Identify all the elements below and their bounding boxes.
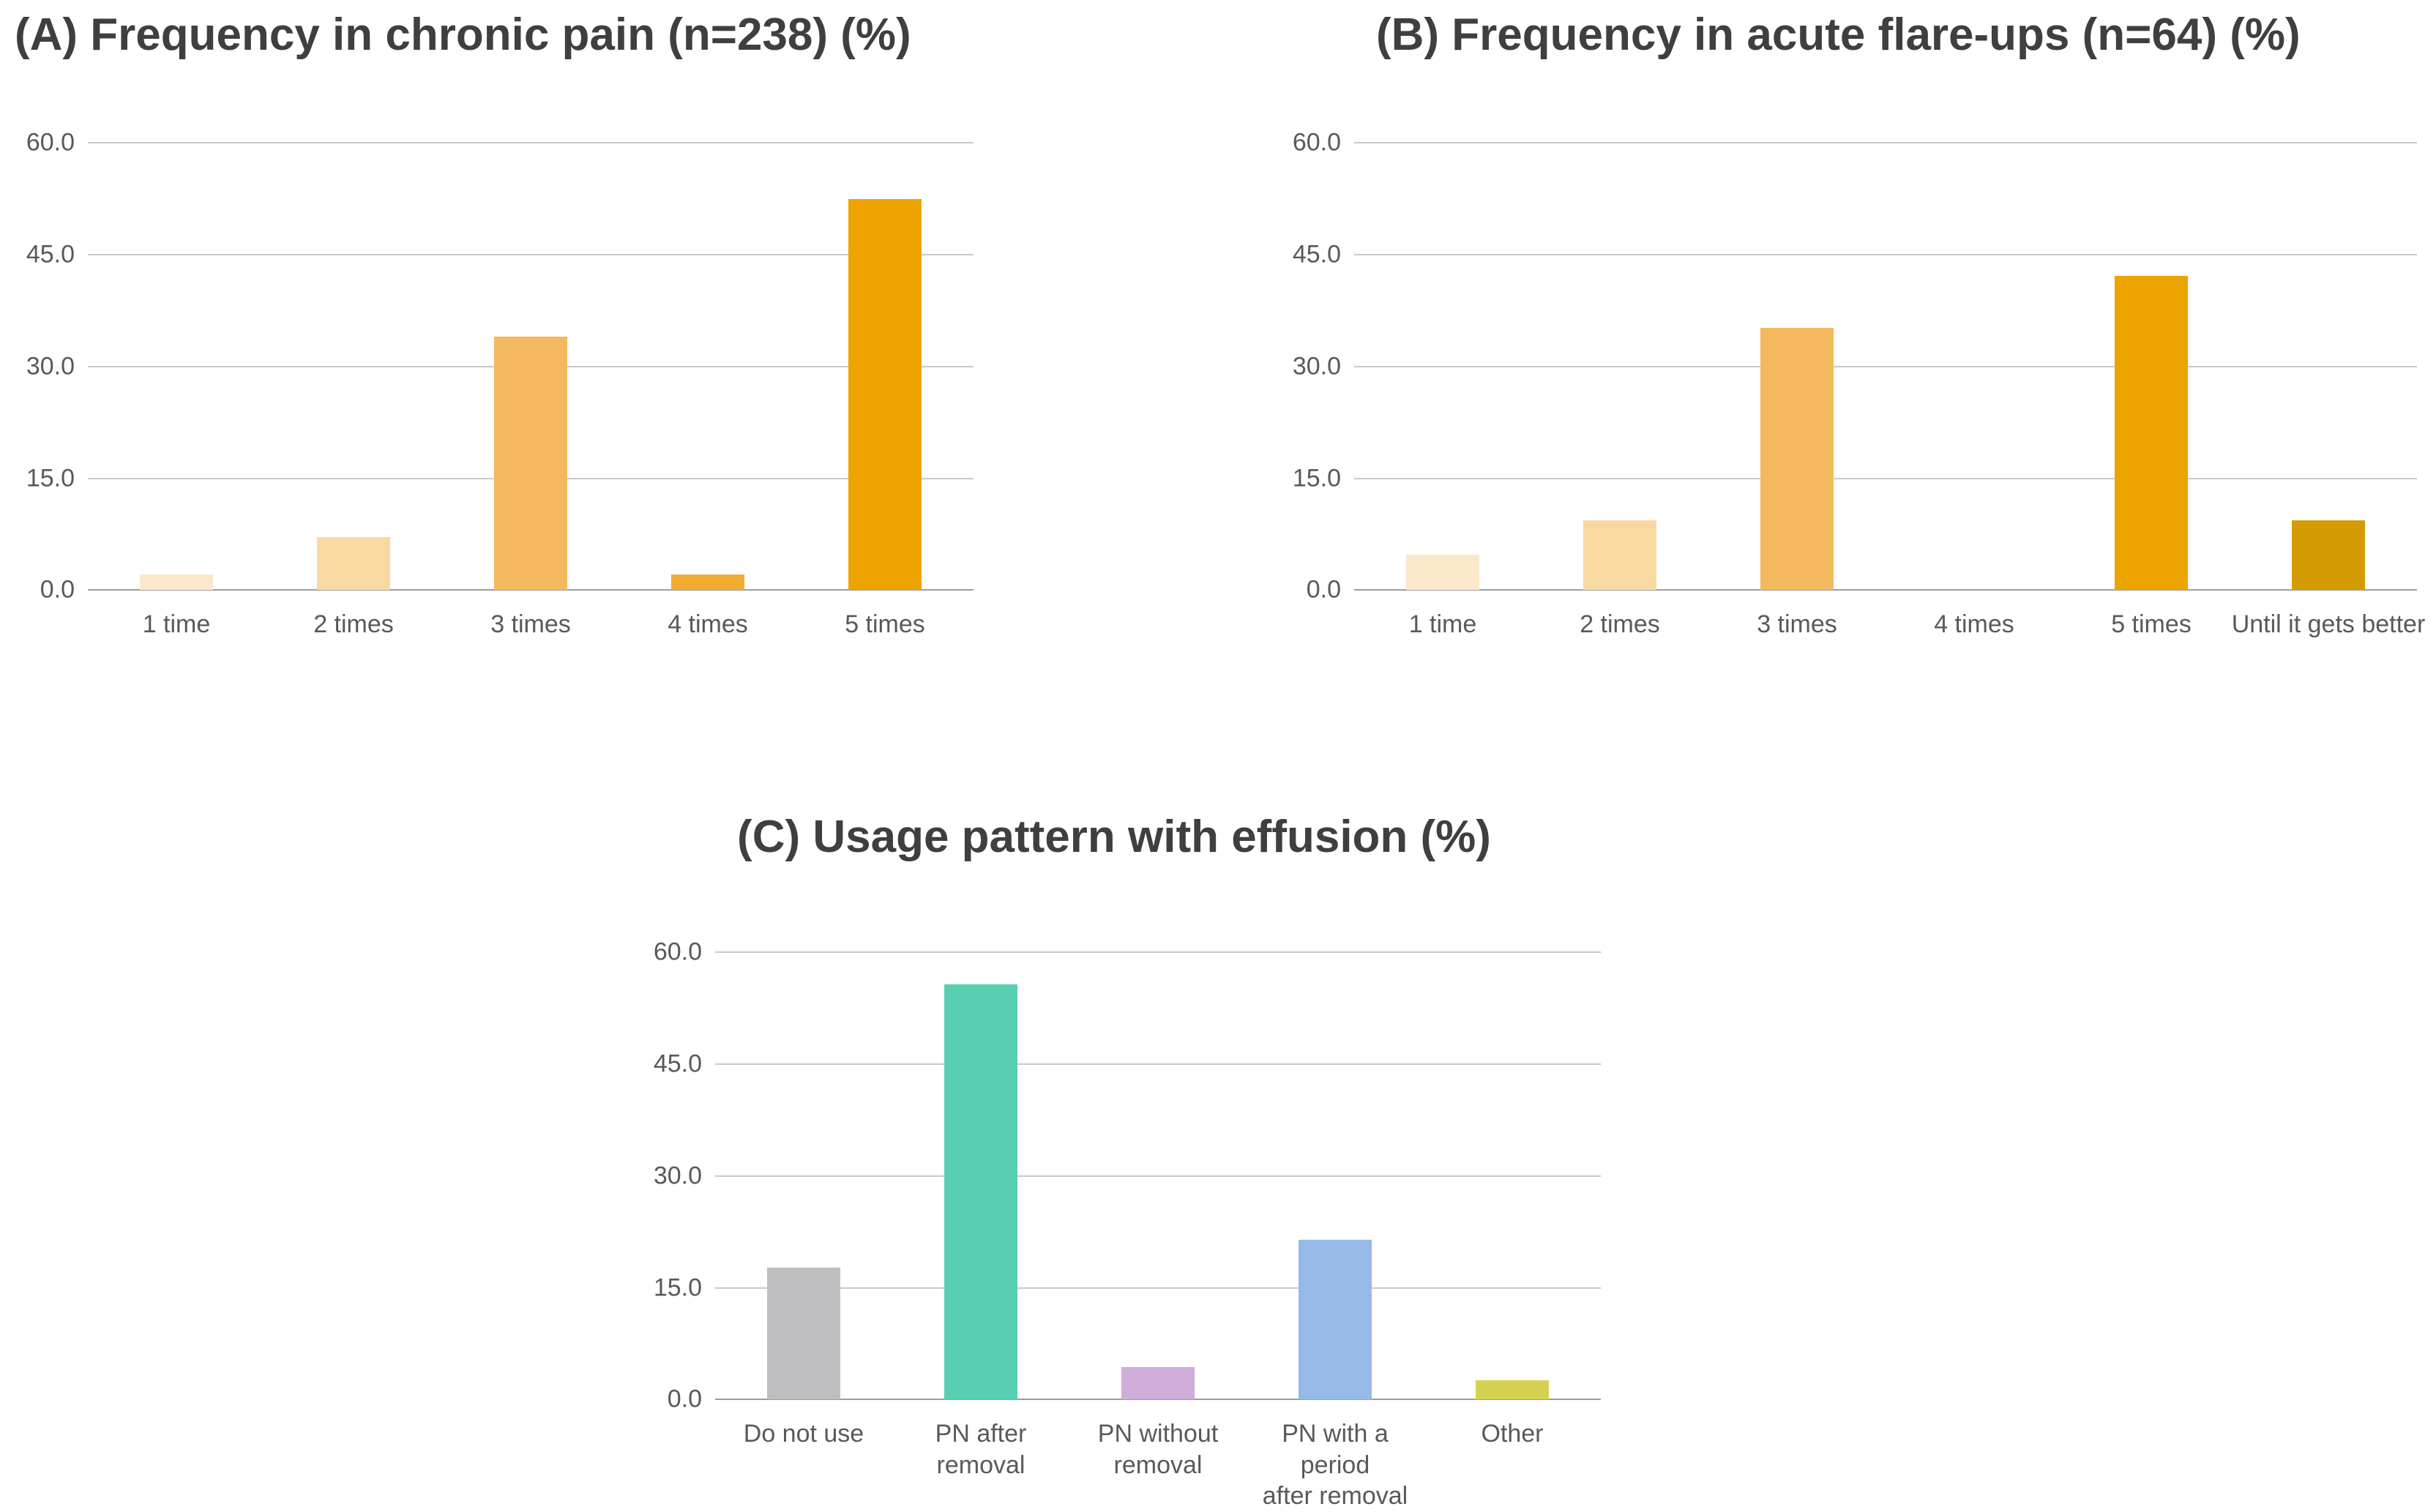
gridline (88, 254, 974, 256)
chart-c-plot-wrap: 0.0 15.0 30.0 45.0 60.0 Do not use PN after re… (627, 938, 1601, 1510)
bar (494, 337, 567, 591)
chart-b-plot-area: 0.0 15.0 30.0 45.0 60.0 1 time 2 times 3 times 4… (1293, 129, 2425, 639)
category-slot: PN after removal (892, 952, 1069, 1479)
x-category-label: Until it gets better (2231, 610, 2426, 639)
chart-c-plot-area: 0.0 15.0 30.0 45.0 60.0 Do not use PN after re… (654, 938, 1601, 1510)
chart-b-title: (B) Frequency in acute flare-ups (n=64) … (1376, 10, 2301, 60)
x-category-label: Other (1481, 1420, 1544, 1448)
gridline (1354, 254, 2417, 256)
category-slot: 2 times (265, 143, 442, 638)
chart-a-plot-area: 0.0 15.0 30.0 45.0 60.0 1 time 2 times 3 times 4… (26, 129, 974, 638)
chart-usage-pattern-effusion: (C) Usage pattern with effusion (%) 0.0 1… (627, 811, 1601, 1510)
gridline (715, 1287, 1601, 1289)
category-slot: 4 times (619, 143, 796, 638)
category-slot: PN without removal (1069, 952, 1247, 1479)
category-slot: 3 times (1708, 143, 1886, 638)
bar (2292, 520, 2365, 591)
gridline (715, 1175, 1601, 1177)
chart-chronic-pain: (A) Frequency in chronic pain (n=238) (%… (0, 9, 1069, 638)
gridline (1354, 142, 2417, 144)
x-category-label: 1 time (142, 610, 211, 639)
x-category-label: 2 times (313, 610, 394, 639)
x-category-label: Do not use (743, 1420, 864, 1448)
category-slot: Other (1424, 952, 1601, 1448)
x-axis-line (1354, 589, 2417, 591)
category-slot: 5 times (796, 143, 974, 638)
bar (944, 984, 1017, 1400)
x-category-label: PN after removal (935, 1420, 1027, 1479)
y-tick-label: 45.0 (26, 240, 75, 269)
y-tick-label: 45.0 (653, 1049, 702, 1078)
x-category-label: 2 times (1580, 610, 1660, 639)
bar (1476, 1380, 1549, 1400)
category-slot: 3 times (442, 143, 619, 638)
chart-b-plot-wrap: 0.0 15.0 30.0 45.0 60.0 1 time 2 times 3 times 4… (1266, 129, 2436, 639)
y-tick-label: 45.0 (1292, 240, 1341, 269)
gridline (1354, 365, 2417, 367)
category-slot: Do not use (715, 952, 892, 1448)
bar (1583, 520, 1656, 591)
y-tick-label: 0.0 (40, 575, 75, 604)
x-axis-line (88, 589, 974, 591)
bar (1760, 327, 1834, 591)
x-category-label: 3 times (490, 610, 571, 639)
bar (317, 537, 390, 591)
y-tick-label: 60.0 (653, 937, 702, 966)
gridline (88, 142, 974, 144)
bar (767, 1268, 840, 1400)
y-tick-label: 60.0 (26, 128, 75, 157)
x-category-label: PN without removal (1097, 1420, 1219, 1479)
bar (1299, 1240, 1372, 1400)
gridline (715, 951, 1601, 954)
x-category-label: 4 times (668, 610, 748, 639)
category-slot: 1 time (1354, 143, 1531, 638)
x-category-label: PN with a period after removal (1262, 1420, 1408, 1511)
x-category-label: 4 times (1934, 610, 2014, 639)
bar (140, 574, 213, 591)
bar (2115, 275, 2188, 591)
bar (671, 574, 744, 591)
y-tick-label: 30.0 (1292, 352, 1341, 381)
chart-a-title: (A) Frequency in chronic pain (n=238) (%… (15, 10, 911, 60)
category-slot: PN with a period after removal (1247, 952, 1424, 1510)
bar (1121, 1366, 1195, 1400)
chart-acute-flare-ups: (B) Frequency in acute flare-ups (n=64) … (1266, 9, 2436, 639)
y-tick-label: 15.0 (653, 1273, 702, 1302)
gridline (1354, 477, 2417, 479)
y-tick-label: 30.0 (653, 1161, 702, 1190)
category-slot: 1 time (88, 143, 265, 638)
y-tick-label: 0.0 (1306, 575, 1341, 604)
bar-row: 1 time 2 times 3 times 4 times 5 times Until … (1354, 143, 2425, 638)
category-slot: 4 times (1886, 143, 2063, 638)
x-axis-line (715, 1399, 1601, 1401)
x-category-label: 1 time (1408, 610, 1477, 639)
y-tick-label: 60.0 (1292, 128, 1341, 157)
y-tick-label: 0.0 (667, 1385, 702, 1413)
y-tick-label: 30.0 (26, 352, 75, 381)
category-slot: 5 times (2063, 143, 2240, 638)
y-tick-label: 15.0 (1292, 464, 1341, 493)
chart-c-title: (C) Usage pattern with effusion (%) (737, 812, 1491, 862)
x-category-label: 5 times (2111, 610, 2192, 639)
gridline (715, 1063, 1601, 1066)
bar (848, 198, 922, 591)
bar (1406, 555, 1479, 591)
chart-a-plot-wrap: 0.0 15.0 30.0 45.0 60.0 1 time 2 times 3 times 4… (0, 129, 1069, 638)
y-tick-label: 15.0 (26, 464, 75, 493)
category-slot: Until it gets better (2232, 143, 2425, 638)
category-slot: 2 times (1531, 143, 1708, 638)
x-category-label: 3 times (1757, 610, 1837, 639)
bar-row: Do not use PN after removal PN without rem… (715, 952, 1601, 1510)
bar-row: 1 time 2 times 3 times 4 times 5 times (88, 143, 974, 638)
x-category-label: 5 times (845, 610, 925, 639)
